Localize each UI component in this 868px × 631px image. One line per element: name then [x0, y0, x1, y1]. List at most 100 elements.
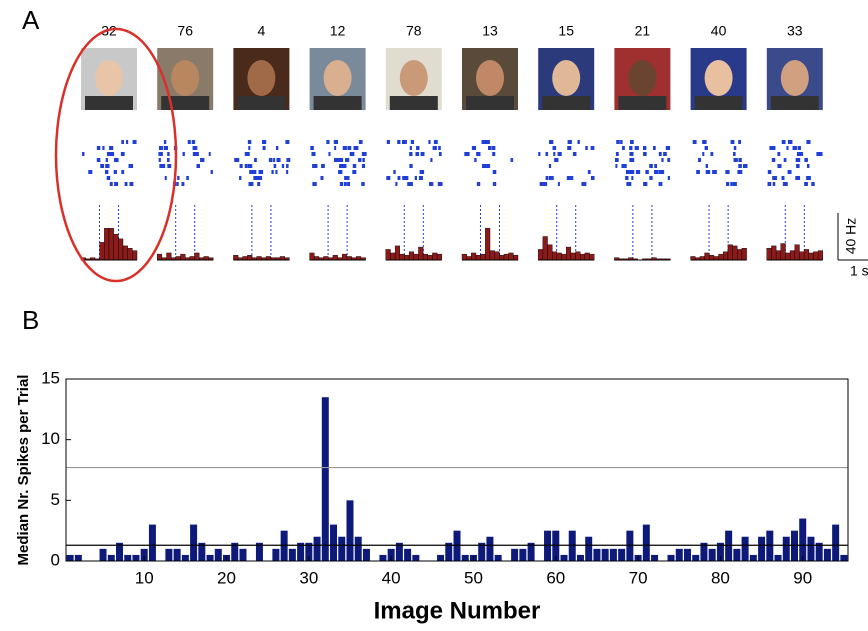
psth-bar [233, 255, 239, 261]
raster-tick [257, 176, 263, 180]
raster-tick [192, 152, 196, 156]
y-tick-label: 5 [51, 490, 60, 509]
raster-tick [777, 152, 781, 156]
bar [354, 536, 362, 561]
psth-bar [799, 251, 805, 261]
raster-tick [339, 164, 343, 168]
raster-tick [276, 146, 279, 150]
raster-tick [485, 164, 491, 168]
bar [116, 542, 124, 561]
raster-tick [488, 146, 492, 150]
raster-tick [787, 140, 793, 144]
psth-bar [817, 250, 824, 261]
psth-bar [690, 256, 696, 261]
raster-tick [181, 182, 185, 186]
raster-tick [732, 182, 737, 186]
raster-tick [272, 158, 276, 162]
psth-bar [737, 249, 743, 261]
raster-tick [158, 158, 161, 162]
raster-tick [164, 176, 167, 180]
raster-tick [167, 152, 170, 156]
raster-tick [281, 164, 285, 168]
raster-tick [358, 140, 363, 144]
raster-tick [311, 152, 316, 156]
raster-tick [653, 170, 659, 174]
bar [124, 554, 132, 561]
psth-bar [122, 245, 128, 261]
raster-tick [658, 170, 664, 174]
psth-bar [803, 249, 810, 261]
bar [99, 548, 107, 561]
raster-tick [767, 182, 772, 186]
raster-tick [467, 152, 470, 156]
psth-bar [766, 248, 772, 261]
raster-tick [132, 140, 137, 144]
raster-tick [210, 170, 213, 174]
raster-tick [485, 140, 490, 144]
raster-tick [158, 146, 163, 150]
bar [255, 542, 263, 561]
raster-tick [314, 164, 318, 168]
raster-tick [194, 152, 199, 156]
psth-bar [113, 233, 119, 261]
raster-tick [667, 158, 671, 162]
psth-bar [427, 255, 433, 261]
psth-bar [104, 228, 110, 261]
bar [527, 542, 535, 561]
psth-bar [471, 252, 477, 261]
raster-tick [804, 182, 808, 186]
raster-tick [738, 158, 742, 162]
raster-tick [476, 182, 481, 186]
raster-tick [187, 140, 191, 144]
image-number: 13 [482, 23, 498, 39]
psth-bar [494, 251, 500, 261]
shoulders [466, 96, 514, 110]
psth-bar [461, 253, 467, 261]
bar [486, 536, 494, 561]
raster-tick [698, 158, 702, 162]
psth-bar [771, 245, 777, 261]
bar [692, 554, 700, 561]
psth-bar [561, 253, 567, 261]
x-tick-label: 90 [793, 568, 812, 587]
psth-bar [704, 252, 710, 261]
raster-tick [649, 176, 653, 180]
raster-tick [275, 170, 278, 174]
raster-tick [347, 176, 350, 180]
bar [799, 518, 807, 561]
raster-tick [433, 140, 438, 144]
psth-bar [203, 256, 209, 261]
raster-tick [286, 164, 289, 168]
raster-tick [105, 164, 110, 168]
psth-bar [385, 249, 391, 261]
psth-bar [332, 255, 338, 261]
raster-tick [732, 152, 736, 156]
psth-bar [265, 256, 271, 261]
raster-tick [195, 146, 198, 150]
raster-tick [733, 158, 738, 162]
raster-tick [625, 170, 631, 174]
bar [832, 524, 840, 561]
raster-tick [705, 170, 711, 174]
raster-tick [566, 176, 572, 180]
raster-tick [663, 152, 667, 156]
raster-tick [395, 182, 398, 186]
psth-bar [166, 252, 172, 261]
raster-tick [658, 182, 663, 186]
raster-tick [104, 170, 109, 174]
bar [412, 554, 420, 561]
psth-bar [547, 244, 553, 261]
psth-bar [189, 256, 195, 261]
raster-tick [737, 170, 743, 174]
raster-tick [128, 164, 134, 168]
bar [132, 554, 140, 561]
raster-tick [397, 140, 401, 144]
raster-tick [109, 146, 114, 150]
raster-tick [429, 182, 434, 186]
raster-tick [474, 158, 477, 162]
raster-tick [665, 146, 671, 150]
psth-bar [466, 256, 472, 261]
bar [700, 542, 708, 561]
bar [494, 554, 502, 561]
